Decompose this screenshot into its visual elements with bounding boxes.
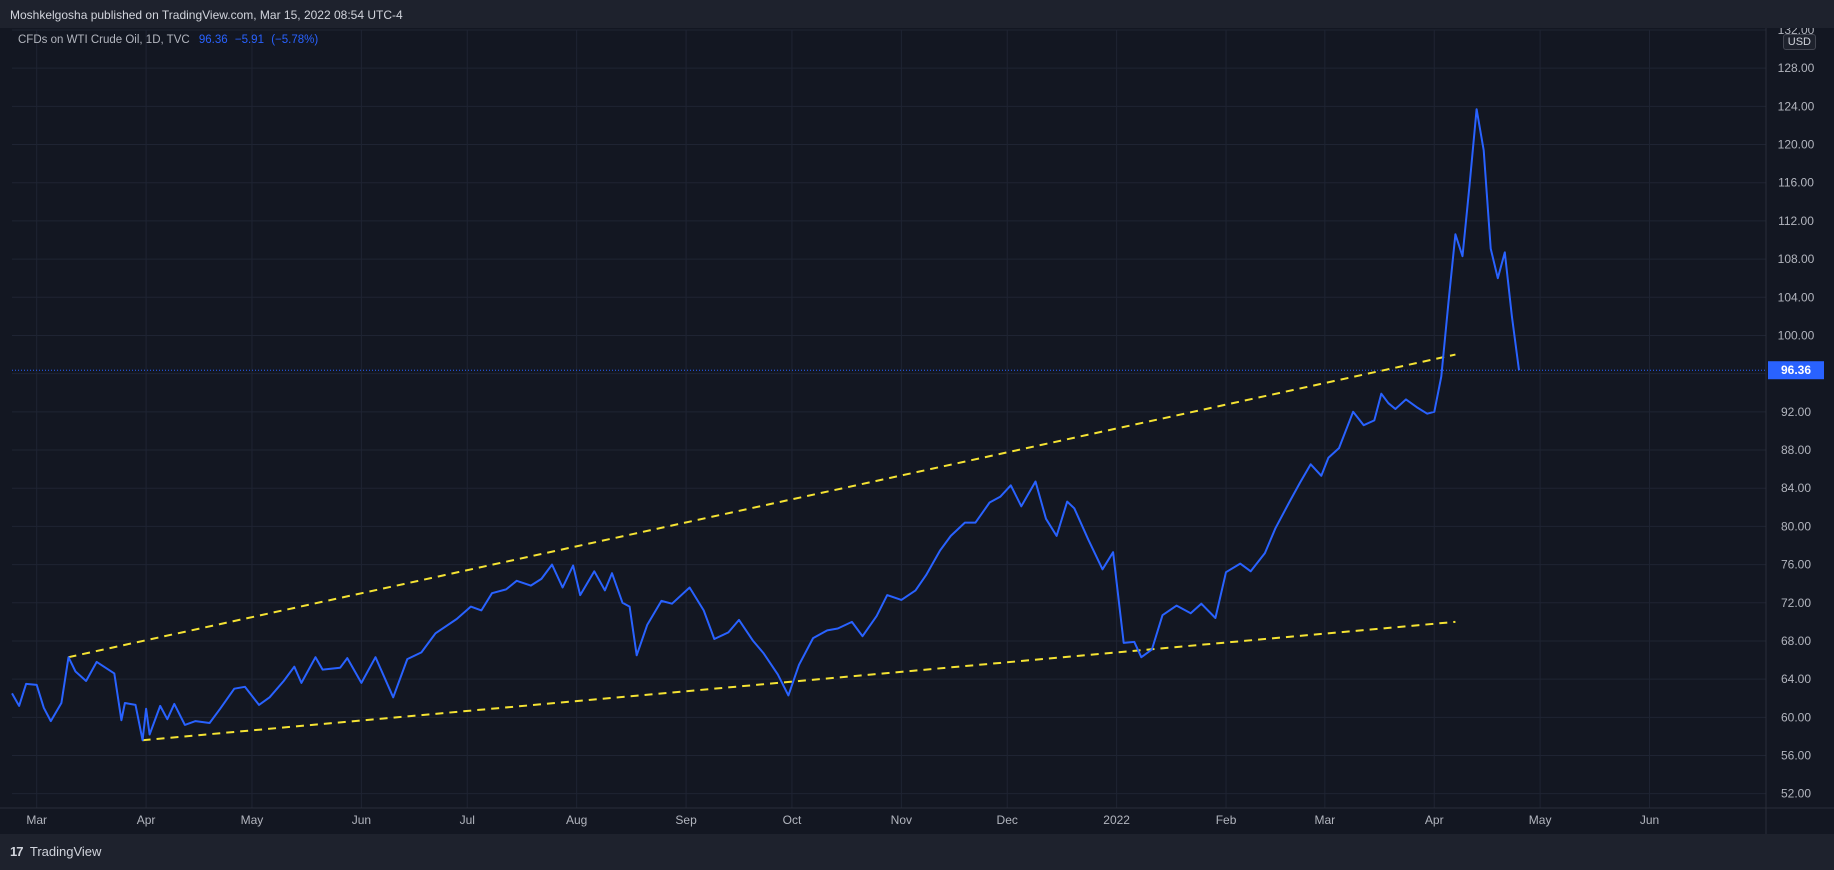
x-tick-label: Nov (891, 813, 912, 827)
last-price-badge (1768, 361, 1824, 380)
x-tick-label: Aug (566, 813, 587, 827)
y-tick-label: 124.00 (1778, 99, 1815, 113)
y-tick-label: 72.00 (1781, 596, 1811, 610)
y-tick-label: 88.00 (1781, 443, 1811, 457)
published-line: Moshkelgosha published on TradingView.co… (10, 8, 403, 22)
tradingview-logo-icon: 17 (10, 844, 24, 859)
y-tick-label: 92.00 (1781, 405, 1811, 419)
brand-label: TradingView (29, 844, 102, 859)
chart-legend: CFDs on WTI Crude Oil, 1D, TVC 96.36 −5.… (18, 34, 322, 46)
x-tick-label: Jul (460, 813, 475, 827)
y-tick-label: 132.00 (1778, 28, 1815, 37)
x-tick-label: Sep (675, 813, 697, 827)
y-tick-label: 116.00 (1778, 176, 1814, 190)
x-tick-label: Apr (137, 813, 156, 827)
y-tick-label: 60.00 (1781, 710, 1811, 724)
y-tick-label: 104.00 (1778, 290, 1815, 304)
price-line-series[interactable] (11, 108, 1520, 742)
x-tick-label: Feb (1216, 813, 1237, 827)
x-tick-label: Mar (1315, 813, 1336, 827)
x-tick-label: 2022 (1103, 813, 1130, 827)
x-tick-label: Mar (26, 813, 47, 827)
y-tick-label: 84.00 (1781, 481, 1811, 495)
chart-area[interactable]: 52.00 56.00 60.00 64.00 68.00 72.00 76.00 80.00… (0, 28, 1834, 834)
price-chart[interactable]: 52.00 56.00 60.00 64.00 68.00 72.00 76.00 80.00… (0, 28, 1834, 834)
y-tick-label: 68.00 (1781, 634, 1811, 648)
x-tick-label: May (241, 813, 264, 827)
x-tick-label: Oct (783, 813, 802, 827)
y-tick-label: 52.00 (1781, 787, 1811, 801)
last-price: 96.36 (198, 34, 228, 46)
y-tick-label: 120.00 (1778, 138, 1815, 152)
tradingview-brand[interactable]: 17 TradingView (10, 844, 101, 859)
x-tick-label: May (1529, 813, 1552, 827)
publish-header: Moshkelgosha published on TradingView.co… (0, 0, 1834, 28)
x-tick-label: Dec (997, 813, 1018, 827)
y-tick-label: 80.00 (1781, 519, 1811, 533)
x-tick-label: Apr (1425, 813, 1444, 827)
trendline[interactable] (142, 620, 1456, 742)
chart-background (0, 28, 1834, 834)
last-price-badge-label: 96.36 (1781, 363, 1811, 377)
y-tick-label: 100.00 (1778, 328, 1815, 342)
trendline[interactable] (68, 353, 1456, 659)
x-tick-label: Jun (1640, 813, 1659, 827)
price-change: −5.91 (234, 34, 264, 46)
symbol-label: CFDs on WTI Crude Oil, 1D, TVC (18, 34, 190, 46)
legend-values: 96.36 −5.91 (−5.78%) (199, 34, 322, 46)
x-tick-label: Jun (352, 813, 371, 827)
y-tick-label: 76.00 (1781, 558, 1811, 572)
footer: 17 TradingView (0, 834, 1834, 870)
y-tick-label: 56.00 (1781, 748, 1811, 762)
y-tick-label: 108.00 (1778, 252, 1815, 266)
y-tick-label: 112.00 (1778, 214, 1814, 228)
y-tick-label: 128.00 (1778, 61, 1815, 75)
y-tick-label: 64.00 (1781, 672, 1811, 686)
currency-badge[interactable]: USD (1782, 34, 1816, 50)
price-change-pct: (−5.78%) (271, 34, 319, 46)
